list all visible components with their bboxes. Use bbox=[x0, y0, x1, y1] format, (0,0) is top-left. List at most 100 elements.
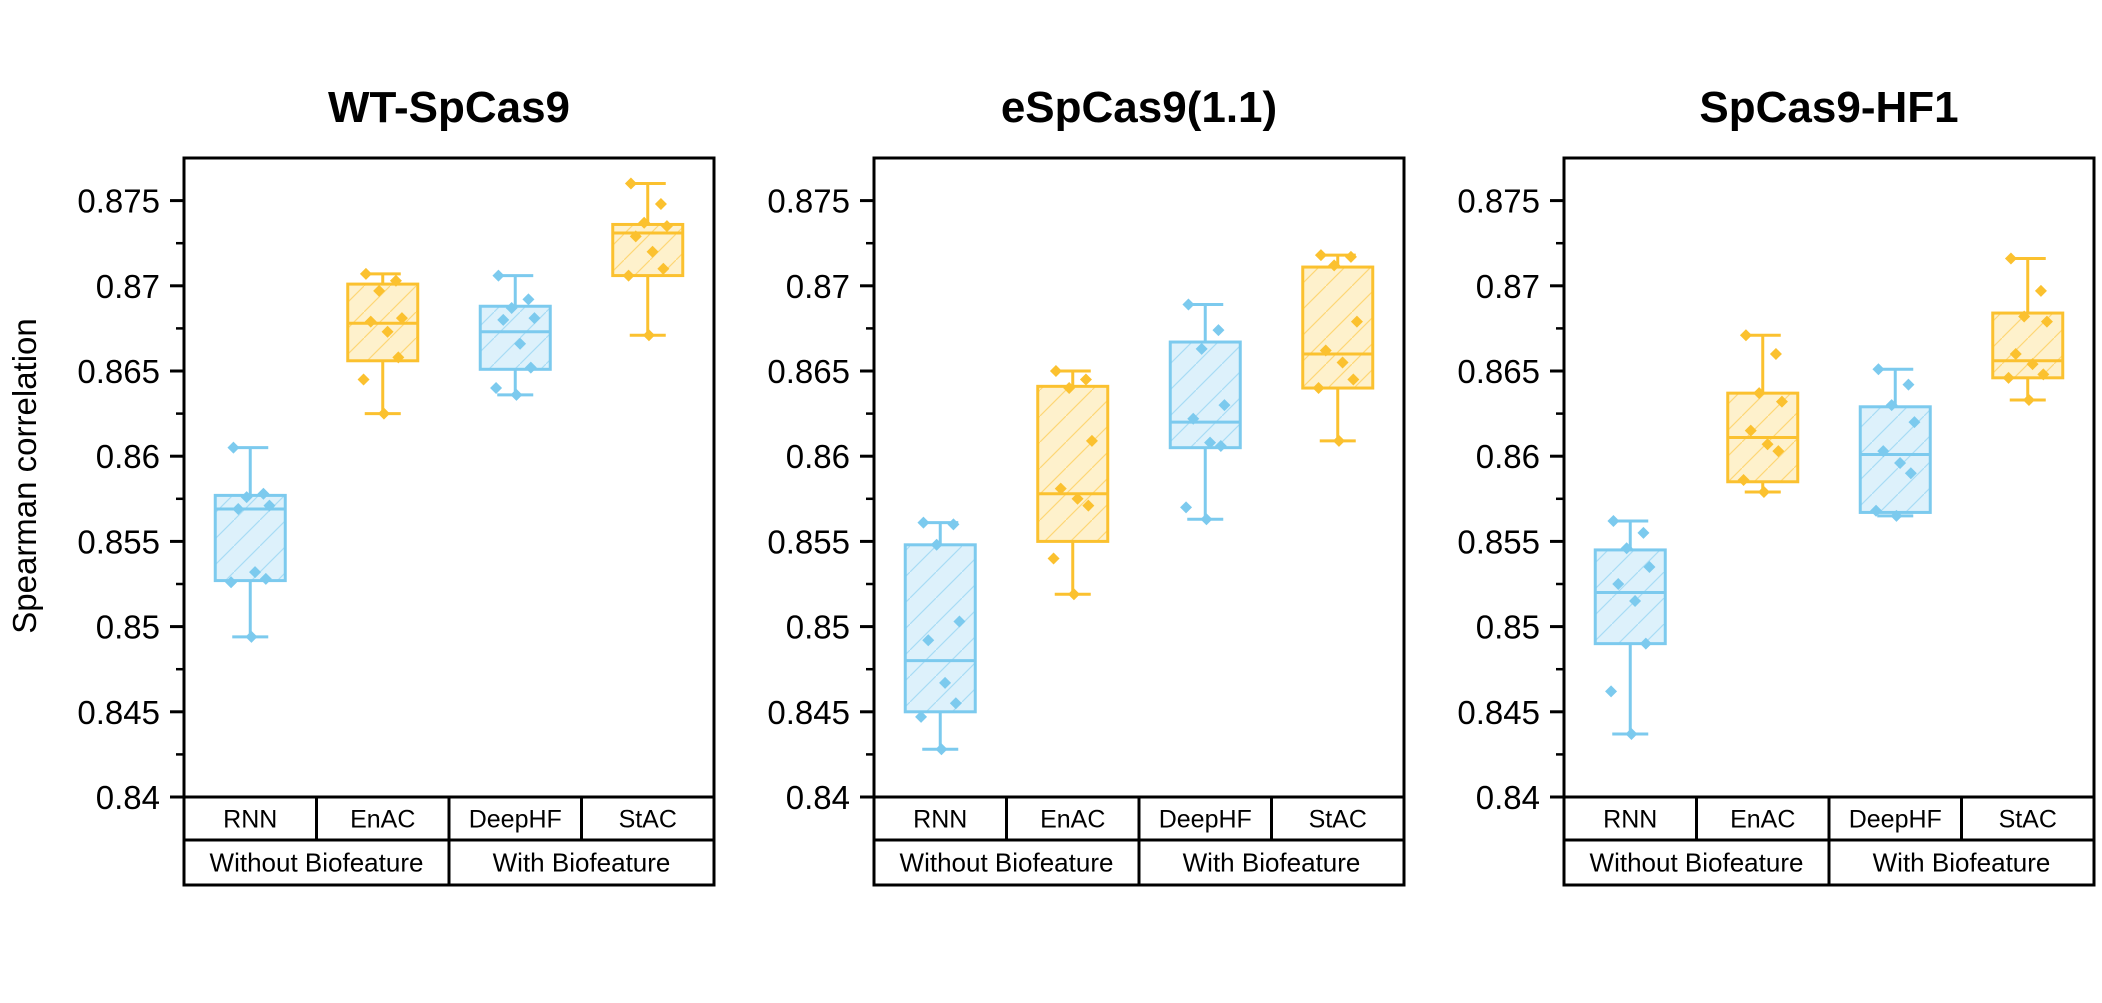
data-point bbox=[528, 312, 541, 325]
box-enac bbox=[1036, 365, 1110, 601]
category-label: StAC bbox=[1309, 806, 1367, 834]
category-label: DeepHF bbox=[469, 806, 562, 834]
data-point bbox=[1319, 344, 1332, 357]
data-point bbox=[510, 388, 523, 401]
data-point bbox=[922, 634, 935, 647]
data-point bbox=[259, 572, 272, 585]
group-label: With Biofeature bbox=[1873, 848, 2051, 878]
y-tick-label: 0.845 bbox=[767, 694, 850, 731]
box-deephf bbox=[1168, 298, 1242, 526]
group-label: Without Biofeature bbox=[210, 848, 424, 878]
data-point bbox=[1629, 595, 1642, 608]
y-tick-label: 0.87 bbox=[96, 268, 160, 305]
y-tick-label: 0.865 bbox=[77, 353, 160, 390]
y-tick-label: 0.87 bbox=[1476, 268, 1540, 305]
category-label: EnAC bbox=[1730, 806, 1795, 834]
category-label: StAC bbox=[619, 806, 677, 834]
data-point bbox=[657, 262, 670, 275]
group-label: With Biofeature bbox=[1183, 848, 1361, 878]
data-point bbox=[642, 329, 655, 342]
data-point bbox=[1643, 560, 1656, 573]
box-stac bbox=[1301, 249, 1375, 447]
category-label: RNN bbox=[1603, 806, 1657, 834]
data-point bbox=[395, 312, 408, 325]
y-tick-label: 0.875 bbox=[767, 183, 850, 220]
data-point bbox=[638, 216, 651, 229]
group-label: Without Biofeature bbox=[1590, 848, 1804, 878]
y-tick-label: 0.84 bbox=[786, 779, 850, 816]
box-body bbox=[1168, 340, 1242, 450]
data-point bbox=[654, 198, 667, 211]
data-point bbox=[953, 615, 966, 628]
data-point bbox=[1314, 249, 1327, 262]
data-point bbox=[1336, 356, 1349, 369]
box-deephf bbox=[1858, 363, 1932, 522]
data-point bbox=[1890, 509, 1903, 522]
data-point bbox=[505, 301, 518, 314]
box-body bbox=[1301, 265, 1375, 390]
data-point bbox=[490, 382, 503, 395]
data-point bbox=[2034, 284, 2047, 297]
data-point bbox=[1761, 438, 1774, 451]
data-point bbox=[263, 499, 276, 512]
data-point bbox=[225, 576, 238, 589]
data-point bbox=[392, 351, 405, 364]
box-rnn bbox=[1593, 514, 1667, 740]
data-point bbox=[1775, 395, 1788, 408]
y-tick-label: 0.855 bbox=[77, 523, 160, 560]
data-point bbox=[497, 313, 510, 326]
data-point bbox=[1753, 387, 1766, 400]
data-point bbox=[1620, 542, 1633, 555]
y-tick-label: 0.875 bbox=[1457, 183, 1540, 220]
group-label: With Biofeature bbox=[493, 848, 671, 878]
data-point bbox=[1054, 482, 1067, 495]
data-point bbox=[1894, 457, 1907, 470]
data-point bbox=[359, 267, 372, 280]
data-point bbox=[915, 710, 928, 723]
box-rnn bbox=[213, 441, 287, 643]
y-tick-label: 0.86 bbox=[1476, 438, 1540, 475]
data-point bbox=[660, 220, 673, 233]
data-point bbox=[514, 337, 527, 350]
box-stac bbox=[611, 177, 685, 342]
data-point bbox=[1218, 399, 1231, 412]
data-point bbox=[1904, 467, 1917, 480]
y-tick-label: 0.865 bbox=[767, 353, 850, 390]
data-point bbox=[377, 407, 390, 420]
data-point bbox=[624, 177, 637, 190]
y-tick-label: 0.86 bbox=[786, 438, 850, 475]
data-point bbox=[935, 743, 948, 756]
data-point bbox=[2018, 310, 2031, 323]
data-point bbox=[2022, 393, 2035, 406]
data-point bbox=[1605, 685, 1618, 698]
data-point bbox=[1885, 399, 1898, 412]
y-tick-label: 0.865 bbox=[1457, 353, 1540, 390]
box-body bbox=[1036, 384, 1110, 543]
panel-2: eSpCas9(1.1) 0.84 0.845 0.85 0.855 0.86 0.865 0… bbox=[767, 83, 1406, 887]
data-point bbox=[1737, 474, 1750, 487]
y-tick-label: 0.85 bbox=[96, 609, 160, 646]
data-point bbox=[939, 676, 952, 689]
box-body bbox=[903, 543, 977, 714]
category-label: DeepHF bbox=[1849, 806, 1942, 834]
panel-1: WT-SpCas9 0.84 0.845 0.85 0.855 0.86 0.865 0.87… bbox=[77, 83, 716, 887]
box-body bbox=[1593, 548, 1667, 646]
panel-title: WT-SpCas9 bbox=[328, 83, 570, 132]
data-point bbox=[1612, 578, 1625, 590]
data-point bbox=[2040, 315, 2053, 328]
panel-title: SpCas9-HF1 bbox=[1699, 83, 1958, 132]
y-tick-label: 0.845 bbox=[77, 694, 160, 731]
data-point bbox=[373, 284, 386, 297]
data-point bbox=[1757, 485, 1770, 498]
data-point bbox=[1187, 412, 1200, 425]
data-point bbox=[1312, 382, 1325, 395]
data-point bbox=[1332, 434, 1345, 447]
data-point bbox=[1085, 434, 1098, 447]
data-point bbox=[1204, 436, 1217, 449]
data-point bbox=[1195, 342, 1208, 355]
data-point bbox=[522, 293, 535, 306]
data-point bbox=[524, 361, 537, 374]
box-deephf bbox=[478, 269, 552, 401]
data-point bbox=[1067, 588, 1080, 601]
